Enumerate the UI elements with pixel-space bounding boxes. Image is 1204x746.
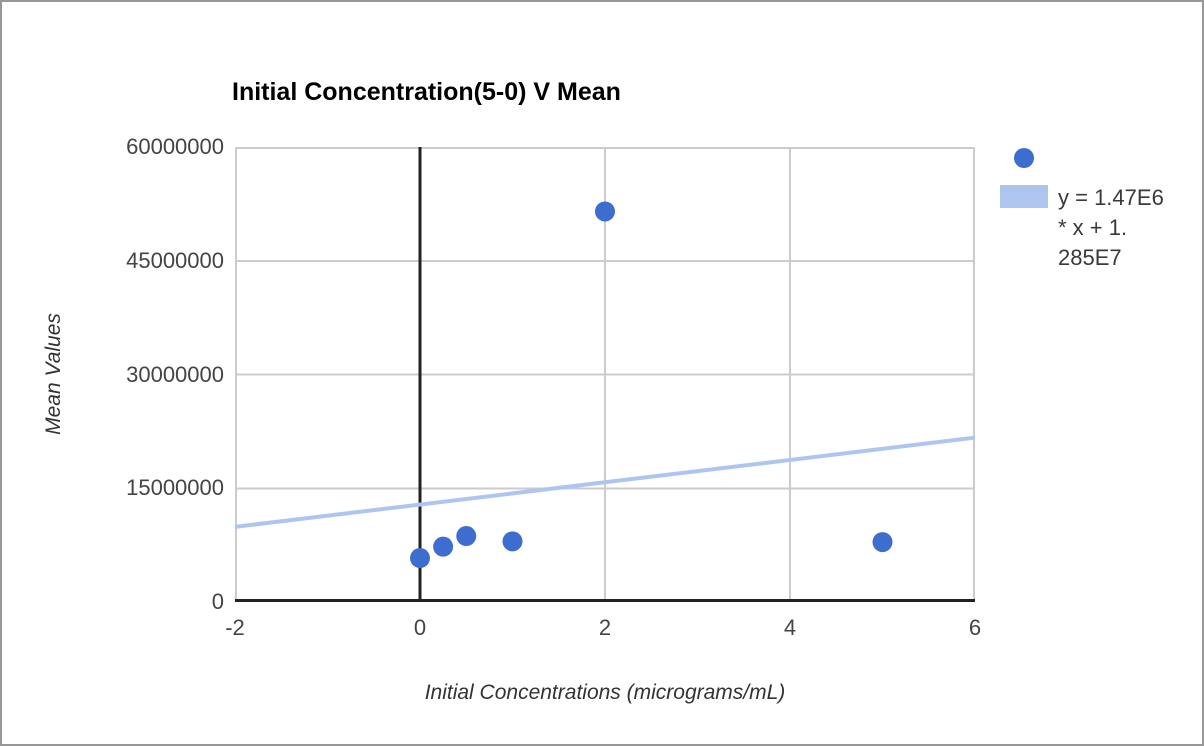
y-axis-title: Mean Values — [42, 313, 65, 435]
y-tick-label: 15000000 — [126, 475, 224, 501]
y-axis-tick-labels: 0 15000000 30000000 45000000 60000000 — [2, 2, 224, 744]
x-tick-label: 0 — [413, 615, 427, 640]
legend-scatter-marker — [1014, 148, 1034, 168]
data-point — [502, 531, 523, 552]
legend-trendline-equation: y = 1.47E6 * x + 1. 285E7 — [1058, 183, 1202, 273]
x-tick-label: 6 — [968, 615, 982, 640]
data-point — [433, 536, 454, 557]
trendline — [235, 435, 975, 529]
legend-equation-line: 285E7 — [1058, 245, 1122, 270]
data-point — [410, 548, 430, 569]
legend-trendline-swatch — [1000, 185, 1048, 208]
plot-area[interactable] — [235, 147, 975, 602]
x-tick-label: -2 — [225, 615, 245, 640]
plot-canvas — [235, 147, 975, 602]
data-point — [456, 526, 477, 547]
legend-equation-line: y = 1.47E6 — [1058, 185, 1164, 210]
data-point — [595, 201, 615, 222]
data-point — [872, 532, 893, 553]
x-axis-title: Initial Concentrations (micrograms/mL) — [424, 681, 786, 704]
y-tick-label: 0 — [211, 589, 224, 614]
y-tick-label: 60000000 — [126, 134, 224, 159]
x-tick-label: 4 — [783, 615, 797, 640]
chart-title: Initial Concentration(5-0) V Mean — [232, 78, 621, 106]
y-tick-label: 30000000 — [126, 361, 224, 387]
x-tick-label: 2 — [598, 615, 612, 640]
legend-equation-line: * x + 1. — [1058, 215, 1128, 240]
x-axis-tick-labels: -2 0 2 4 6 — [225, 615, 981, 643]
y-tick-label: 45000000 — [126, 247, 224, 273]
